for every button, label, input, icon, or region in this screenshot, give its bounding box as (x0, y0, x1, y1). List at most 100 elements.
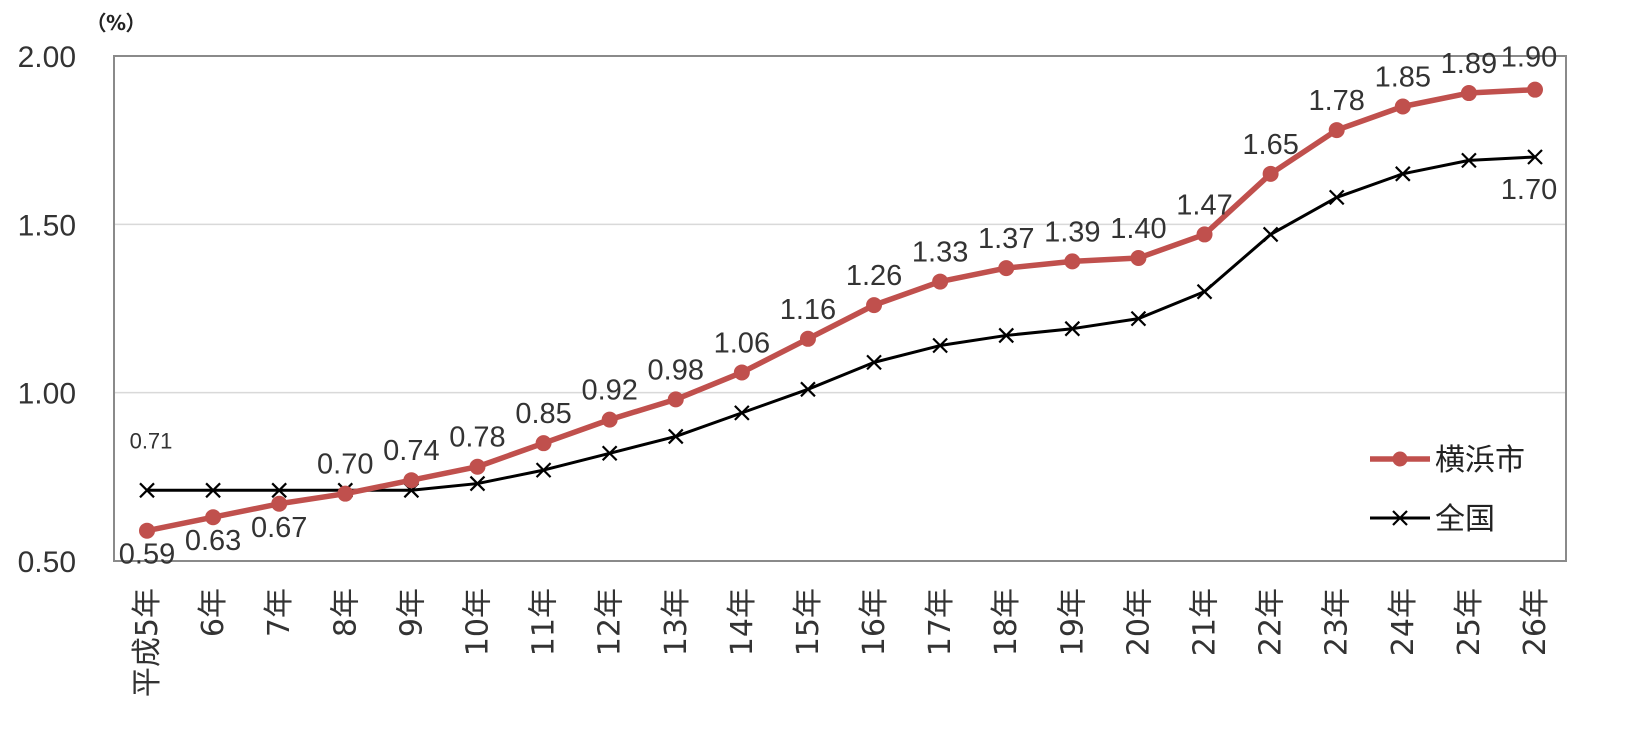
series-1-point-19-stroke-b (1395, 166, 1411, 182)
series-1-point-15-stroke-b (1130, 310, 1147, 327)
series-0-data-label-12: 1.33 (912, 237, 968, 269)
series-1-point-17-stroke-b (1262, 226, 1279, 243)
series-1-point-0-stroke-b (139, 482, 155, 499)
x-tick-label-10: 15年 (791, 588, 826, 656)
x-tick-label-5: 10年 (460, 588, 495, 656)
x-tick-label-9: 14年 (725, 588, 760, 656)
series-1-point-8-stroke-b (667, 428, 684, 445)
series-1-point-19 (1395, 166, 1411, 182)
series-1-point-10-stroke-b (800, 381, 816, 398)
series-0-data-label-19: 1.85 (1375, 62, 1431, 94)
x-tick-label-12: 17年 (923, 588, 958, 656)
series-0-data-label-1: 0.63 (185, 525, 241, 557)
x-tick-label-18: 23年 (1320, 588, 1355, 656)
series-0-data-label-15: 1.40 (1110, 213, 1166, 245)
x-tick-label-8: 13年 (659, 588, 694, 656)
x-tick-label-16: 21年 (1188, 588, 1223, 656)
series-0-point-2 (271, 495, 288, 512)
y-tick-label-0: 0.50 (18, 546, 76, 579)
series-1-data-label-21: 1.70 (1501, 174, 1557, 206)
x-axis-tick-labels: 平成5年 6年 7年 8年 9年 10年 11年 12年 13年 14年 15年 16年 17年 18年 1… (130, 588, 1553, 697)
series-0-point-14 (1064, 253, 1081, 270)
x-tick-label-21: 26年 (1518, 588, 1553, 656)
series-0-data-label-14: 1.39 (1044, 216, 1100, 248)
series-1-data-label-0: 0.71 (130, 428, 173, 453)
legend-marker-0 (1392, 451, 1408, 467)
x-tick-label-3: 8年 (328, 588, 363, 637)
series-0-point-6 (535, 435, 552, 452)
x-tick-label-20: 25年 (1452, 588, 1487, 656)
series-0-point-19 (1394, 98, 1411, 115)
series-1-point-14 (1064, 320, 1081, 337)
series-1-point-10 (800, 381, 816, 398)
series-line-1 (145, 155, 1537, 492)
series-0-point-17 (1262, 165, 1279, 182)
series-1-point-7-stroke-b (601, 445, 618, 462)
series-1-point-1 (205, 482, 221, 499)
series-1-point-9 (734, 405, 750, 421)
series-1-point-5 (469, 475, 486, 492)
series-0-point-16 (1196, 226, 1213, 243)
series-0-data-label-18: 1.78 (1308, 85, 1364, 117)
series-0-point-13 (998, 260, 1015, 277)
x-tick-label-19: 24年 (1386, 588, 1421, 656)
series-1-point-7 (601, 445, 618, 462)
series-0-point-3 (337, 485, 354, 502)
series-0-data-label-13: 1.37 (978, 223, 1034, 255)
series-0-data-label-6: 0.85 (515, 398, 571, 430)
x-tick-label-14: 19年 (1055, 588, 1090, 656)
series-0-point-0 (139, 522, 155, 539)
series-0-data-label-9: 1.06 (714, 327, 770, 359)
plot-area-frame (113, 55, 1567, 562)
series-0-point-7 (601, 411, 618, 428)
series-0-data-label-3: 0.70 (317, 449, 373, 481)
x-tick-label-11: 16年 (857, 588, 892, 656)
series-1-point-2-stroke-b (271, 482, 287, 499)
series-1-point-11 (866, 354, 882, 371)
series-0-data-label-4: 0.74 (383, 435, 439, 467)
series-1-point-15 (1130, 310, 1147, 327)
y-tick-label-2: 1.50 (18, 209, 76, 242)
gridlines (114, 223, 1566, 394)
y-axis-tick-labels: 0.50 1.00 1.50 2.00 (18, 41, 76, 579)
legend-label-0: 横浜市 (1435, 443, 1525, 478)
series-1-point-6-stroke-b (535, 462, 552, 478)
x-tick-label-15: 20年 (1121, 588, 1156, 656)
series-1-point-13 (998, 327, 1015, 344)
series-0-data-label-0: 0.59 (119, 539, 175, 571)
legend-label-1: 全国 (1435, 502, 1495, 537)
series-0-point-15 (1130, 250, 1147, 266)
series-0-point-10 (799, 330, 816, 347)
series-1-point-21 (1527, 149, 1543, 165)
series-1-point-21-stroke-b (1527, 149, 1543, 165)
x-tick-label-4: 9年 (394, 588, 429, 637)
series-1-point-20-stroke-b (1461, 152, 1477, 169)
series-0-point-11 (866, 297, 883, 314)
series-1-point-16-stroke-b (1196, 283, 1213, 300)
y-tick-label-1: 1.00 (18, 378, 76, 411)
series-1-point-12-stroke-b (932, 337, 948, 354)
series-1-point-6 (535, 462, 552, 478)
series-0-point-8 (667, 391, 684, 408)
x-tick-label-7: 12年 (593, 588, 628, 656)
series-1-point-0 (139, 482, 155, 499)
x-tick-label-6: 11年 (527, 588, 562, 656)
series-1-point-16 (1196, 283, 1213, 300)
y-tick-label-3: 2.00 (18, 41, 76, 74)
series-1-point-2 (271, 482, 287, 499)
series-0-data-label-10: 1.16 (780, 294, 836, 326)
series-0-data-label-7: 0.92 (581, 375, 637, 407)
legend-marker-1-b (1392, 510, 1408, 526)
series-1-point-17 (1262, 226, 1279, 243)
series-0-point-18 (1328, 122, 1345, 139)
series-0-point-1 (205, 509, 222, 526)
series-0-data-label-17: 1.65 (1242, 129, 1298, 161)
series-1-point-18 (1328, 189, 1345, 206)
series-0-data-label-5: 0.78 (449, 422, 505, 454)
series-lines (139, 81, 1543, 539)
series-0-data-label-8: 0.98 (648, 354, 704, 386)
x-tick-label-17: 22年 (1254, 588, 1289, 656)
series-1-point-8 (667, 428, 684, 445)
